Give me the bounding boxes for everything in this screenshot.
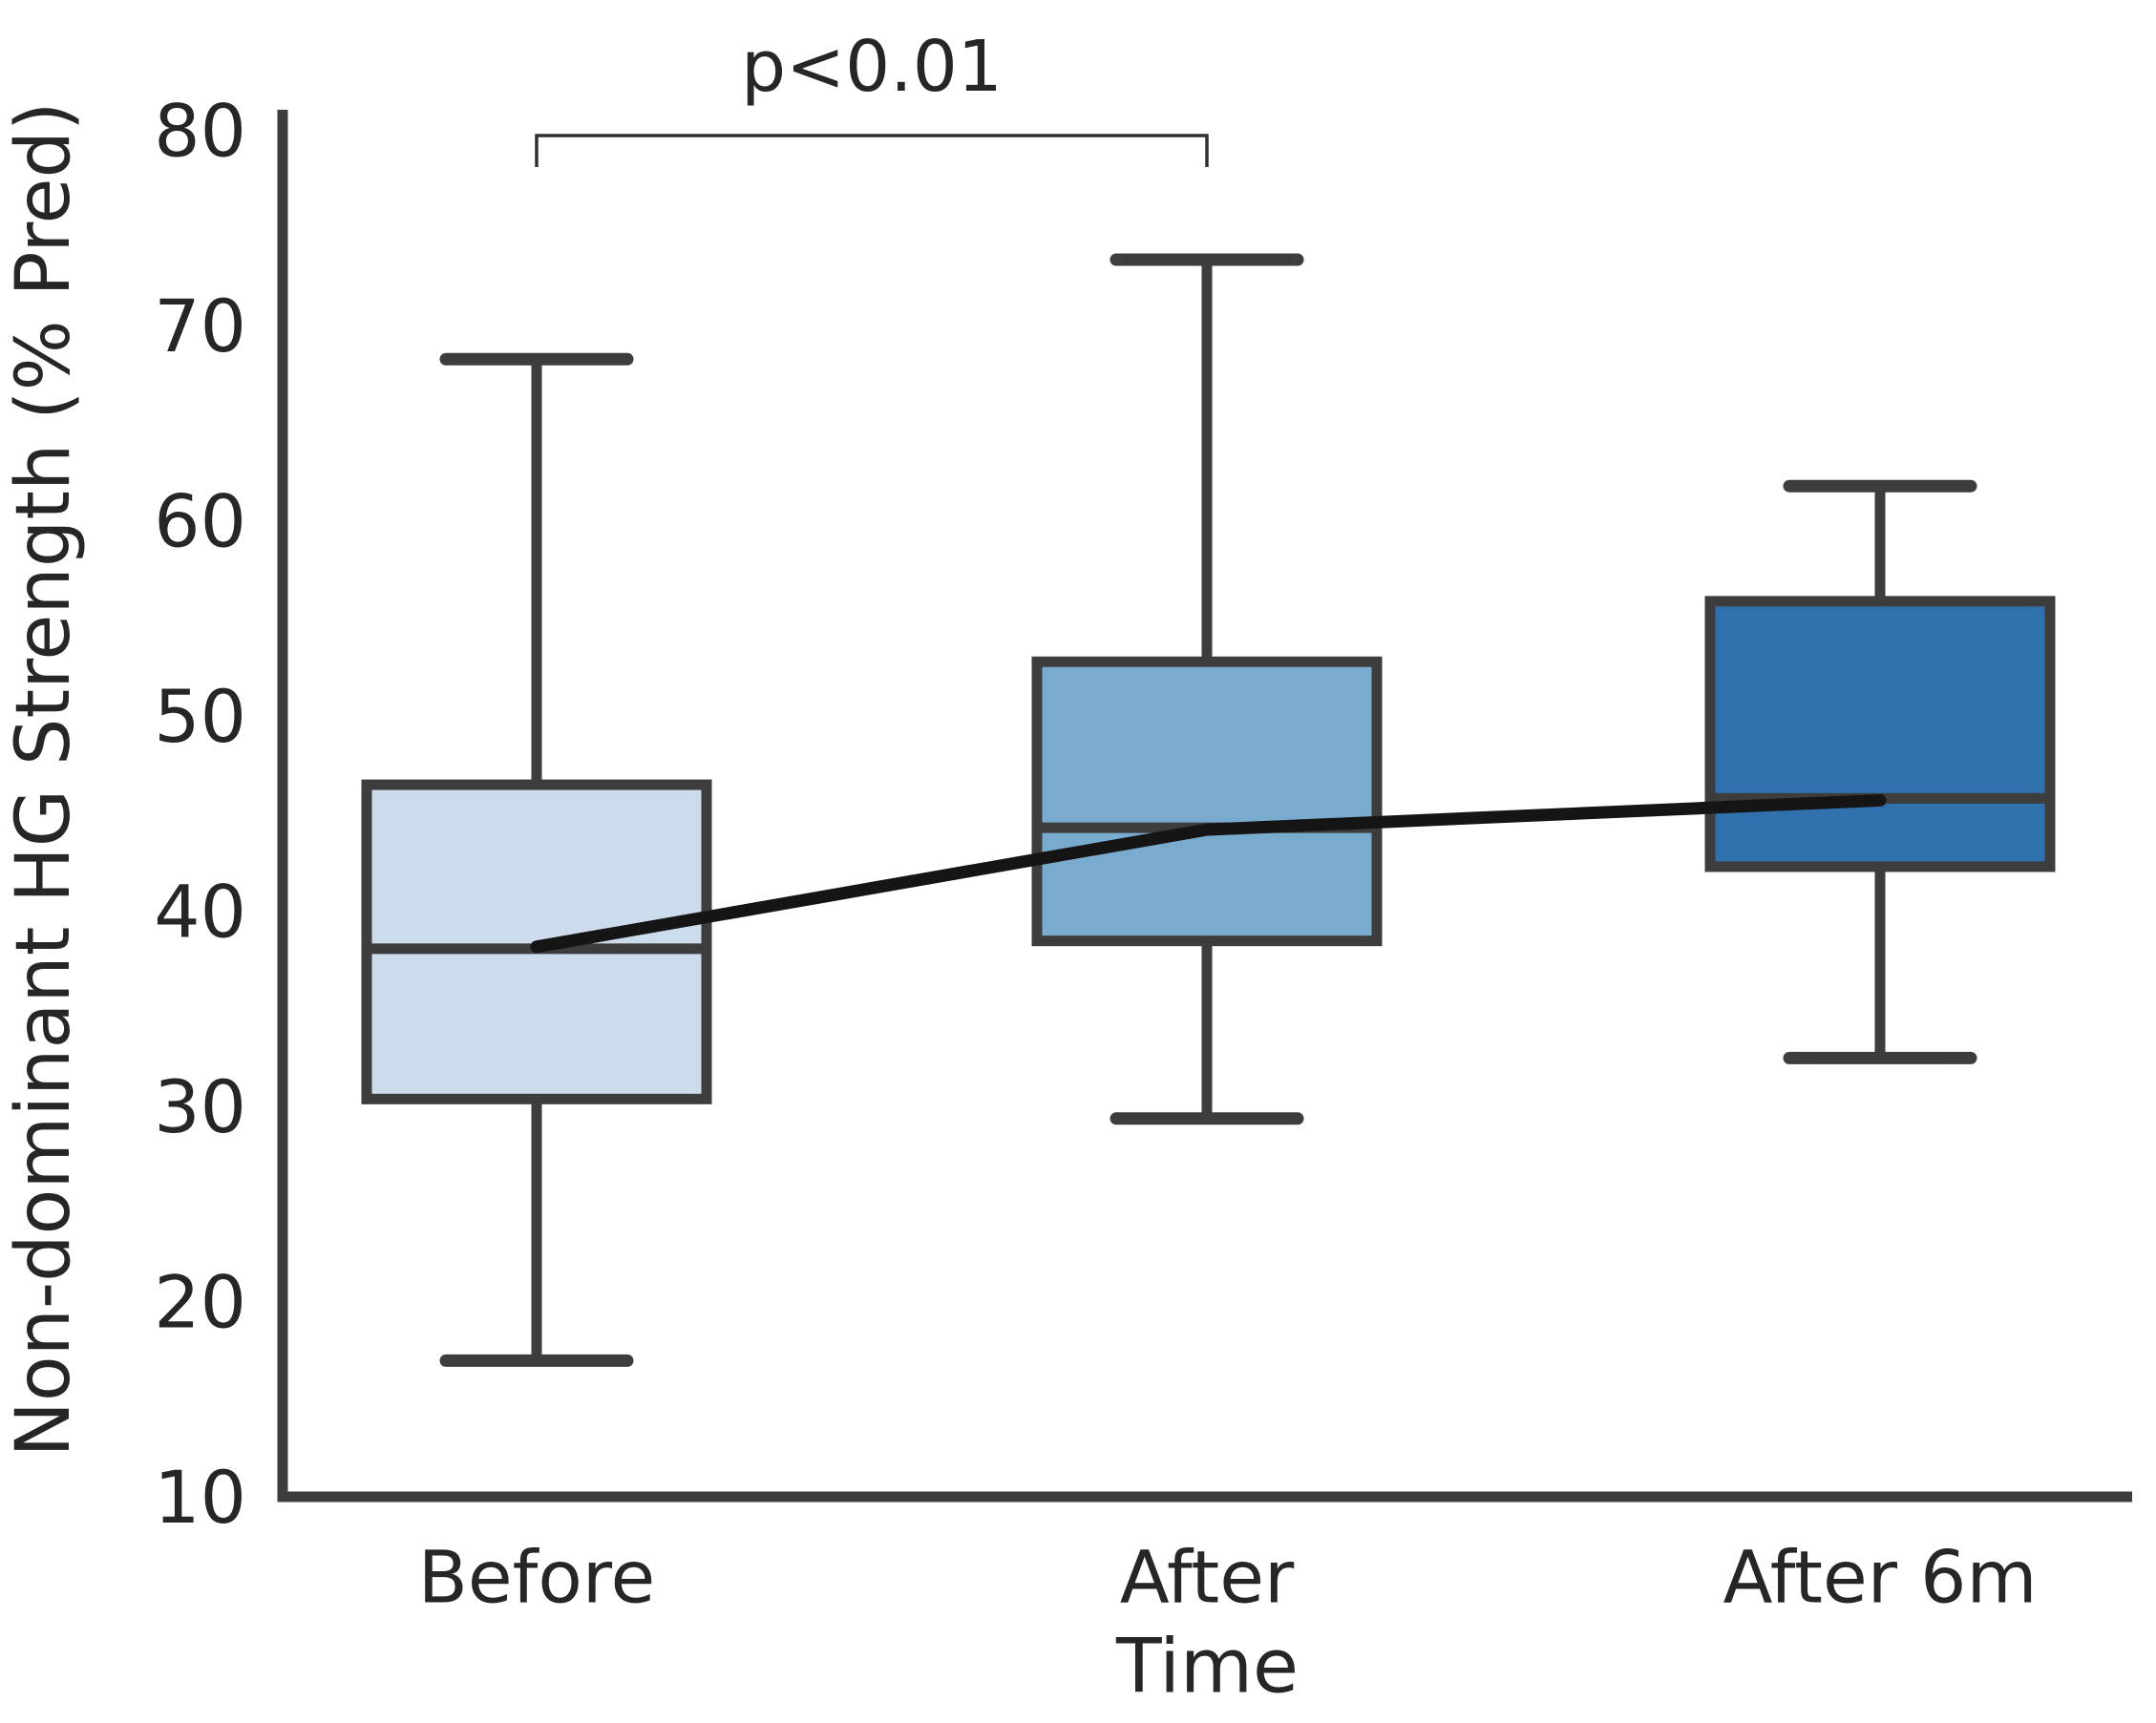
y-tick-label-60: 60	[154, 479, 246, 564]
significance-label: p<0.01	[741, 26, 1003, 108]
y-tick-label-50: 50	[154, 674, 246, 759]
x-axis-title: Time	[1115, 1624, 1299, 1710]
y-tick-label-80: 80	[154, 89, 246, 174]
box-rect-1	[1031, 656, 1383, 947]
x-tick-label-0: Before	[418, 1535, 655, 1620]
trend-line	[530, 793, 1887, 954]
x-tick-label-2: After 6m	[1723, 1535, 2037, 1620]
y-tick-label-70: 70	[154, 284, 246, 368]
x-tick-label-1: After	[1120, 1535, 1295, 1620]
box-rect-2	[1704, 596, 2056, 872]
y-axis-title: Non-dominant HG Strength (% Pred)	[1, 102, 87, 1458]
y-tick-label-30: 30	[154, 1064, 246, 1149]
significance-bracket	[535, 134, 1209, 167]
y-tick-label-10: 10	[154, 1455, 246, 1540]
y-tick-label-20: 20	[154, 1260, 246, 1345]
y-tick-label-40: 40	[154, 870, 246, 955]
